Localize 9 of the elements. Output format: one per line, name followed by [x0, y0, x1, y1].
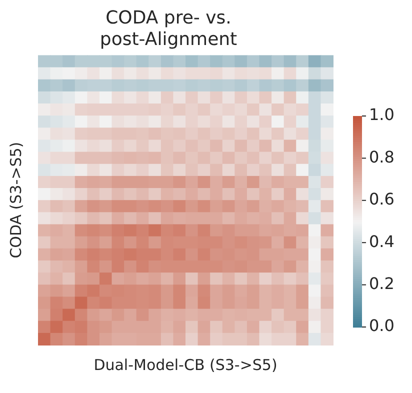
color-bar-label: 0.4 — [369, 232, 394, 251]
color-bar-label: 0.2 — [369, 274, 394, 293]
y-axis-title: CODA (S3->S5) — [6, 142, 25, 258]
x-axis-title: Dual-Model-CB (S3->S5) — [94, 356, 278, 374]
color-bar-label: 0.0 — [369, 316, 394, 336]
chart-title: CODA pre- vs. post-Alignment — [100, 7, 238, 50]
color-bar-label: 0.6 — [369, 190, 394, 209]
color-bar-label: 0.8 — [369, 147, 394, 166]
color-bar-label: 1.0 — [369, 105, 394, 124]
